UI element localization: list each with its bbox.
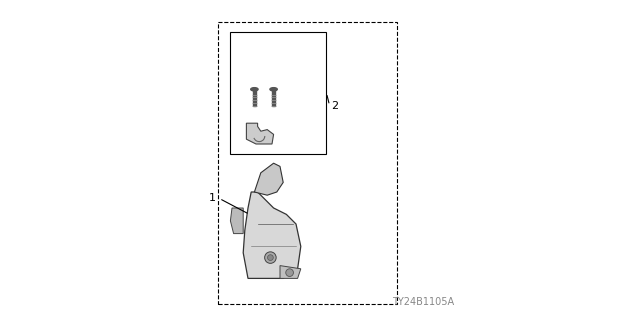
Text: TY24B1105A: TY24B1105A (392, 297, 454, 307)
Polygon shape (280, 266, 301, 278)
Circle shape (265, 252, 276, 263)
Polygon shape (230, 208, 243, 234)
Bar (253, 89, 256, 106)
Ellipse shape (270, 88, 277, 91)
Polygon shape (246, 123, 274, 144)
Bar (272, 89, 275, 106)
Polygon shape (254, 163, 283, 195)
Text: 1: 1 (209, 193, 216, 204)
Bar (230, 32, 326, 154)
Ellipse shape (251, 88, 258, 91)
Polygon shape (243, 192, 301, 278)
Circle shape (268, 255, 273, 260)
Text: 2: 2 (332, 100, 339, 111)
Bar (218, 22, 397, 304)
Circle shape (286, 269, 293, 276)
